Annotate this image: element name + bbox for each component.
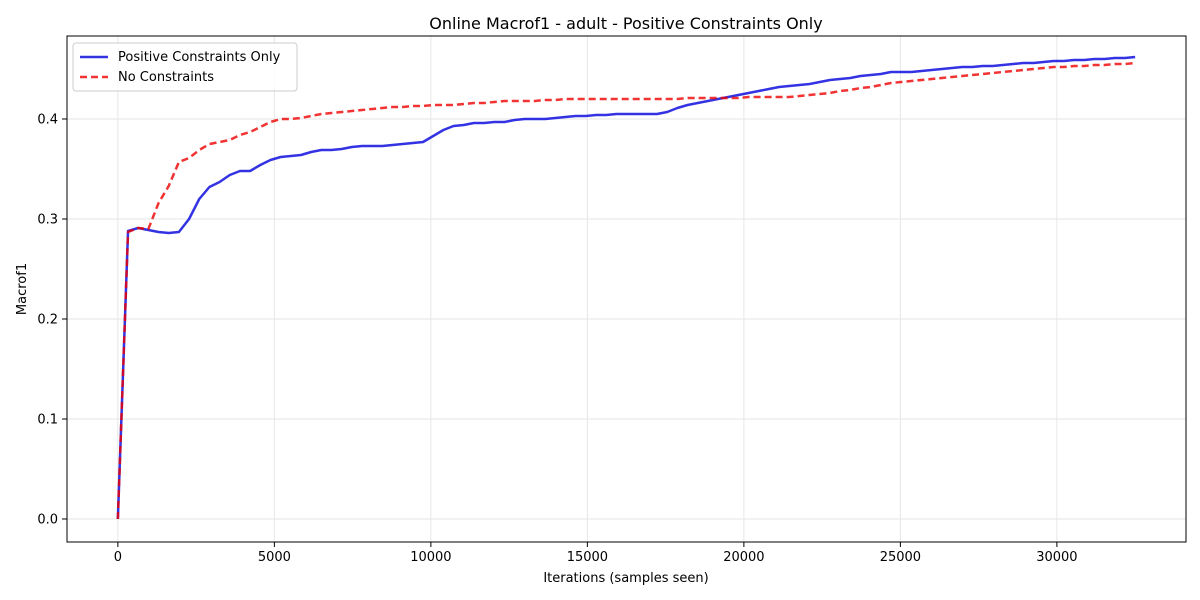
- series-line-positive-constraints: [116, 55, 1136, 520]
- legend-box: [72, 42, 298, 92]
- y-tick-label: 0.1: [37, 413, 58, 428]
- y-tick-label: 0.3: [37, 213, 58, 228]
- x-tick-label: 5000: [258, 550, 291, 565]
- x-tick-label: 25000: [880, 550, 921, 565]
- legend-label-positive-constraints: Positive Constraints Only: [118, 50, 281, 65]
- grid: [67, 36, 1186, 542]
- axis-ticks: 0 5000 10000 15000 20000 25000 30000 0.0 0.1 0.2 0…: [37, 113, 1077, 566]
- chart-title: Online Macrof1 - adult - Positive Constr…: [429, 14, 822, 33]
- y-tick-label: 0.2: [37, 313, 58, 328]
- x-tick-label: 0: [114, 550, 122, 565]
- x-tick-label: 30000: [1036, 550, 1077, 565]
- x-tick-label: 15000: [567, 550, 608, 565]
- legend-label-no-constraints: No Constraints: [118, 70, 214, 85]
- y-axis-label: Macrof1: [15, 263, 30, 315]
- y-tick-label: 0.4: [37, 113, 58, 128]
- series-lines: [116, 55, 1136, 520]
- x-tick-label: 20000: [723, 550, 764, 565]
- series-line-no-constraints: [116, 61, 1136, 520]
- y-tick-label: 0.0: [37, 513, 58, 528]
- x-tick-label: 10000: [410, 550, 451, 565]
- plot-frame: [66, 35, 1187, 543]
- legend: Positive Constraints Only No Constraints: [72, 42, 298, 92]
- x-axis-label: Iterations (samples seen): [543, 571, 708, 586]
